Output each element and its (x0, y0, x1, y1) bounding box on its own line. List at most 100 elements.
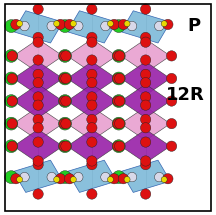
Circle shape (118, 19, 129, 30)
Circle shape (140, 160, 151, 170)
Circle shape (113, 51, 123, 61)
Circle shape (7, 51, 17, 61)
Circle shape (5, 72, 18, 85)
Polygon shape (13, 160, 63, 192)
Polygon shape (121, 39, 170, 73)
Circle shape (54, 177, 60, 183)
Circle shape (33, 189, 43, 199)
Circle shape (87, 77, 97, 88)
Circle shape (161, 21, 167, 27)
Polygon shape (121, 107, 170, 140)
Circle shape (61, 96, 71, 106)
Circle shape (154, 21, 164, 31)
Circle shape (87, 100, 97, 110)
Circle shape (33, 32, 43, 43)
Circle shape (47, 172, 56, 182)
Circle shape (161, 177, 167, 183)
Circle shape (73, 172, 83, 182)
Circle shape (59, 141, 69, 151)
Circle shape (59, 118, 69, 129)
Circle shape (33, 55, 43, 65)
Circle shape (7, 118, 17, 129)
Circle shape (64, 19, 75, 30)
Circle shape (87, 92, 97, 102)
Circle shape (114, 73, 125, 84)
Circle shape (166, 118, 177, 129)
Polygon shape (67, 11, 117, 43)
Circle shape (59, 72, 71, 85)
Circle shape (112, 140, 125, 153)
Circle shape (59, 73, 69, 84)
Circle shape (87, 160, 97, 170)
Circle shape (101, 21, 110, 31)
Circle shape (87, 32, 97, 43)
Circle shape (33, 160, 43, 170)
Circle shape (5, 20, 18, 32)
Polygon shape (121, 160, 170, 192)
Circle shape (33, 114, 43, 125)
Circle shape (17, 177, 23, 183)
Circle shape (11, 19, 21, 30)
Polygon shape (67, 84, 117, 118)
Circle shape (70, 21, 76, 27)
Circle shape (113, 118, 123, 129)
Circle shape (140, 114, 151, 125)
Text: P: P (187, 17, 201, 35)
Circle shape (118, 174, 129, 184)
Circle shape (166, 51, 177, 61)
Circle shape (5, 95, 18, 108)
Circle shape (5, 171, 18, 184)
Circle shape (114, 141, 125, 151)
Circle shape (112, 20, 125, 32)
Circle shape (166, 73, 177, 84)
Circle shape (33, 100, 43, 110)
Polygon shape (121, 84, 170, 118)
Circle shape (107, 177, 113, 183)
Circle shape (33, 156, 43, 166)
Circle shape (59, 140, 71, 153)
Circle shape (61, 141, 71, 151)
Polygon shape (67, 62, 117, 95)
Polygon shape (67, 129, 117, 163)
Circle shape (140, 123, 151, 133)
Circle shape (61, 73, 71, 84)
Circle shape (59, 171, 71, 184)
Circle shape (55, 19, 65, 30)
Circle shape (33, 4, 43, 14)
Polygon shape (13, 129, 63, 163)
Circle shape (59, 96, 69, 106)
Circle shape (113, 96, 123, 106)
Circle shape (124, 21, 130, 27)
Polygon shape (121, 11, 170, 43)
Circle shape (114, 96, 125, 106)
Circle shape (59, 20, 71, 32)
Polygon shape (13, 62, 63, 95)
Circle shape (107, 21, 113, 27)
Polygon shape (13, 39, 63, 73)
Circle shape (87, 69, 97, 80)
Circle shape (113, 141, 123, 151)
Circle shape (54, 21, 60, 27)
Circle shape (70, 177, 76, 183)
Polygon shape (121, 129, 170, 163)
Circle shape (109, 19, 119, 30)
Circle shape (127, 172, 137, 182)
Circle shape (47, 21, 56, 31)
Circle shape (113, 73, 123, 84)
Circle shape (7, 141, 17, 151)
Circle shape (140, 92, 151, 102)
Circle shape (55, 174, 65, 184)
Circle shape (20, 21, 29, 31)
Circle shape (87, 4, 97, 14)
Circle shape (33, 77, 43, 88)
Circle shape (140, 37, 151, 47)
Circle shape (5, 140, 18, 153)
Circle shape (7, 96, 17, 106)
Circle shape (87, 123, 97, 133)
Circle shape (163, 174, 173, 184)
Circle shape (101, 172, 110, 182)
Circle shape (112, 171, 125, 184)
Circle shape (87, 37, 97, 47)
Circle shape (127, 21, 137, 31)
Circle shape (140, 69, 151, 80)
